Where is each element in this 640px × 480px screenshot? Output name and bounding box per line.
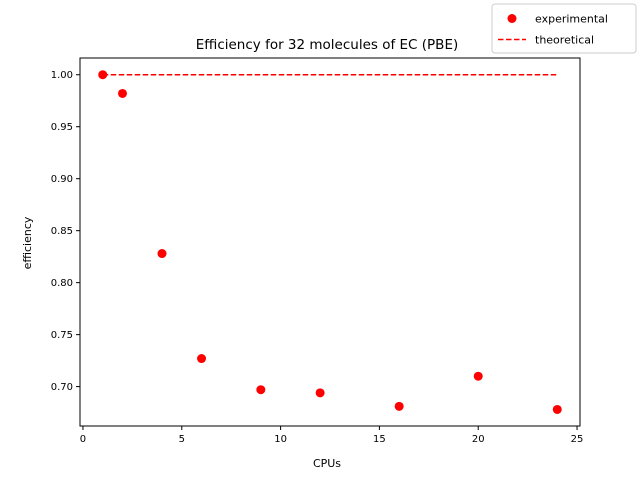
data-point [473, 371, 483, 381]
y-tick-label: 0.90 [51, 174, 73, 185]
legend-label-theoretical: theoretical [535, 34, 594, 47]
data-point [315, 388, 325, 398]
data-point [256, 385, 266, 395]
x-tick-label: 0 [80, 434, 86, 445]
y-tick-label: 0.85 [51, 226, 73, 237]
plot-area [79, 57, 581, 427]
y-tick-label: 1.00 [51, 70, 73, 81]
y-tick-label: 0.75 [51, 330, 73, 341]
x-axis-label: CPUs [313, 457, 341, 470]
data-point [98, 70, 108, 80]
y-tick-label: 0.95 [51, 122, 73, 133]
plot-frame [79, 57, 581, 427]
x-tick-label: 5 [179, 434, 185, 445]
data-point [552, 404, 562, 414]
legend-label-experimental: experimental [535, 13, 608, 26]
x-axis: 0 5 10 15 20 25 [80, 426, 584, 445]
y-axis: 0.70 0.75 0.80 0.85 0.90 0.95 1.00 [51, 70, 80, 393]
data-point [157, 249, 167, 259]
data-point [197, 354, 207, 364]
legend-marker-experimental [507, 14, 517, 23]
legend: experimental theoretical [491, 3, 637, 54]
x-tick-label: 25 [571, 434, 584, 445]
data-point [117, 88, 127, 98]
legend-frame [491, 3, 637, 54]
y-tick-label: 0.80 [51, 278, 73, 289]
x-tick-label: 10 [274, 434, 287, 445]
y-tick-label: 0.70 [51, 382, 73, 393]
y-axis-label: efficiency [21, 216, 34, 269]
x-tick-label: 20 [472, 434, 485, 445]
x-tick-label: 15 [373, 434, 386, 445]
chart-title: Efficiency for 32 molecules of EC (PBE) [196, 37, 459, 53]
data-point [394, 401, 404, 411]
